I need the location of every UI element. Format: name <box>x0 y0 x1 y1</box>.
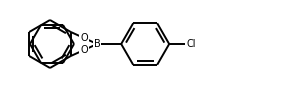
Text: Cl: Cl <box>186 39 196 49</box>
Text: O: O <box>80 33 88 43</box>
Text: B: B <box>94 39 101 49</box>
Text: O: O <box>80 45 88 55</box>
